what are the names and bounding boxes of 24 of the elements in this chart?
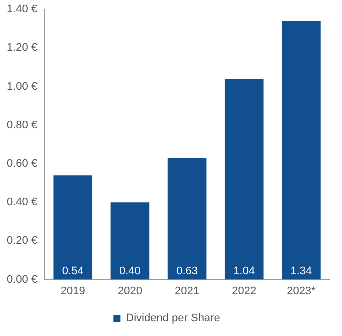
y-tick-label: 0.80 € xyxy=(6,119,38,132)
x-tick-label: 2022 xyxy=(232,285,257,298)
y-tick-label: 1.40 € xyxy=(6,4,38,16)
x-tick-label: 2019 xyxy=(60,285,86,298)
data-label: 0.40 xyxy=(119,265,141,278)
bar xyxy=(224,79,264,280)
y-tick-label: 0.20 € xyxy=(6,235,38,248)
y-tick-label: 0.60 € xyxy=(6,158,38,170)
bar xyxy=(54,176,93,280)
data-label: 0.63 xyxy=(176,265,198,278)
y-tick-label: 0.40 € xyxy=(6,196,38,209)
data-label: 0.54 xyxy=(62,265,84,278)
data-label: 1.04 xyxy=(234,265,256,278)
x-tick-label: 2023* xyxy=(287,285,317,298)
legend-label: Dividend per Share xyxy=(126,312,220,325)
bar xyxy=(168,158,207,280)
y-tick-label: 1.20 € xyxy=(6,42,38,54)
bar xyxy=(110,202,150,280)
y-tick-label: 0.00 € xyxy=(6,274,38,286)
bar xyxy=(282,21,321,280)
x-tick-label: 2021 xyxy=(175,285,200,298)
x-tick-label: 2020 xyxy=(118,285,142,298)
y-tick-label: 1.00 € xyxy=(6,80,38,93)
data-label: 1.34 xyxy=(290,265,312,278)
